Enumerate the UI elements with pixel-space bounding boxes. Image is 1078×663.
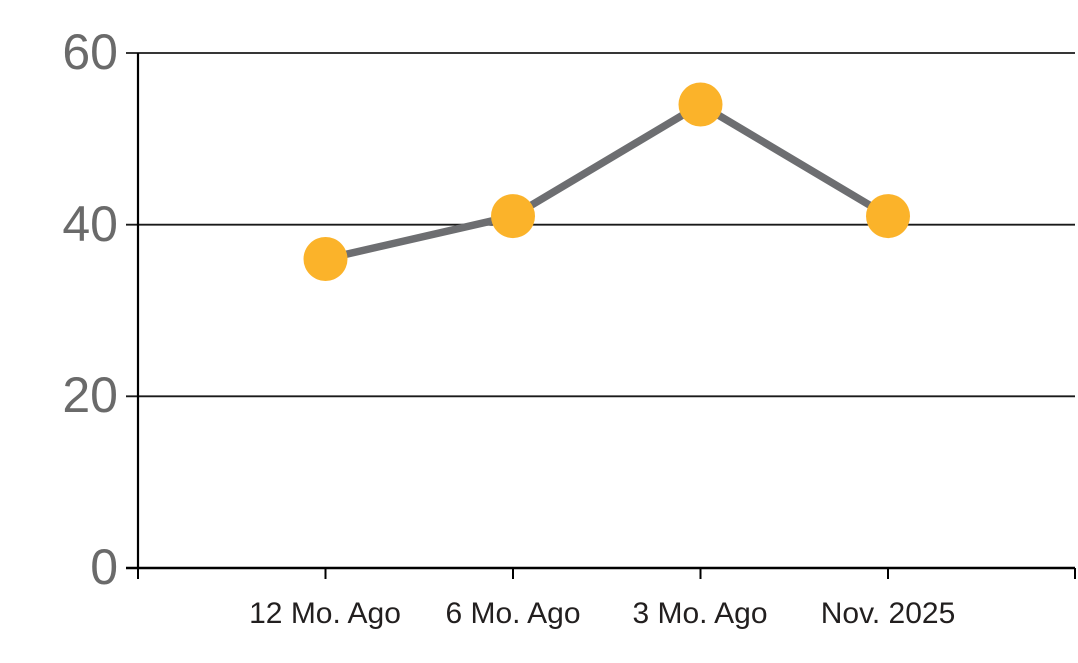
data-line <box>324 100 890 263</box>
data-point-marker-2 <box>678 82 723 127</box>
y-tick-label-20: 20 <box>62 367 118 423</box>
x-category-label-12-mo-ago: 12 Mo. Ago <box>249 597 401 630</box>
data-point-marker-1 <box>491 194 535 239</box>
y-tick-label-60: 60 <box>62 24 118 80</box>
data-point-marker-0 <box>303 237 348 281</box>
x-category-label-3-mo-ago: 3 Mo. Ago <box>632 597 768 630</box>
x-category-label-6-mo-ago: 6 Mo. Ago <box>445 597 581 630</box>
data-point-marker-3 <box>866 194 910 239</box>
y-tick-label-0: 0 <box>90 539 118 595</box>
x-category-label-nov-2025: Nov. 2025 <box>820 597 956 630</box>
y-tick-label-40: 40 <box>62 196 118 252</box>
